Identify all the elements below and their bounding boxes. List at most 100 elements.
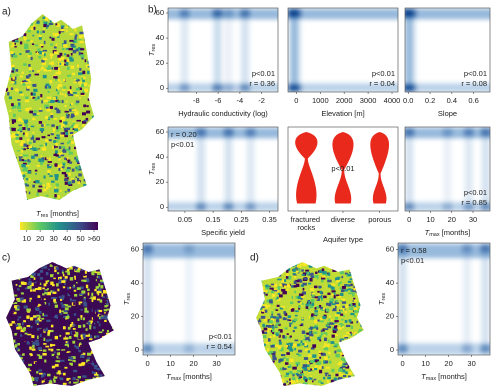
map-pixel [83,275,87,278]
map-pixel [97,294,101,298]
map-pixel [270,266,275,271]
map-pixel [28,305,32,308]
density-spot [405,203,415,211]
map-pixel [76,287,81,290]
map-pixel [264,341,269,345]
map-pixel [9,286,13,289]
map-pixel [41,136,46,139]
map-pixel [61,93,64,96]
map-pixel [26,325,31,327]
map-pixel [337,295,342,298]
map-pixel [51,180,55,183]
map-pixel [25,107,30,112]
map-pixel [58,16,61,20]
map-pixel [356,277,360,280]
map-pixel [90,93,93,97]
map-pixel [99,299,103,303]
map-pixel [57,373,62,376]
map-pixel [41,267,43,270]
map-pixel [22,118,25,122]
map-pixel [30,338,35,342]
map-pixel [15,342,18,346]
map-pixel [46,157,49,160]
map-pixel [93,87,95,90]
map-pixel [51,67,54,70]
map-pixel [72,299,76,302]
map-pixel [84,90,88,93]
map-pixel [44,315,49,319]
map-pixel [9,285,13,287]
map-pixel [102,301,107,304]
map-pixel [113,288,114,292]
map-pixel [35,199,38,200]
density-spot [463,203,474,211]
density [168,127,278,211]
map-pixel [55,72,60,75]
map-pixel [8,344,14,347]
map-pixel [77,137,81,140]
map-pixel [267,361,272,364]
map-pixel [42,30,45,33]
map-pixel [54,66,59,70]
map-pixel [47,185,51,188]
map-pixel [39,144,44,147]
map-pixel [280,348,284,352]
map-pixel [102,329,104,332]
map-pixel [365,295,368,297]
density-spot [196,128,206,137]
map-pixel [76,136,79,139]
map-pixel [25,96,29,99]
map-pixel [18,193,22,195]
map-pixel [66,148,71,152]
map-pixel [96,141,98,144]
map-pixel [71,113,75,116]
map-pixel [66,54,70,57]
map-pixel [109,336,113,338]
map-pixel [63,178,69,182]
map-pixel [36,147,39,150]
map-pixel [75,262,78,265]
map-pixel [261,311,265,314]
map-pixel [106,300,109,304]
map-pixel [353,331,357,335]
map-pixel [307,362,310,365]
map-pixel [89,326,92,330]
map-pixel [352,277,355,280]
density-spot [179,9,190,18]
map-pixel [26,78,31,81]
map-pixel [18,354,21,358]
map-pixel [309,304,312,306]
map-pixel [107,339,110,341]
map-pixel [39,282,42,286]
map-pixel [50,115,54,118]
map-pixel [72,91,77,94]
map-pixel [38,56,42,59]
map-pixel [60,154,65,157]
map-pixel [71,179,75,184]
map-pixel [60,62,65,66]
map-pixel [275,380,279,382]
map-pixel [341,318,344,321]
map-pixel [57,67,60,71]
map-pixel [64,181,69,185]
map-pixel [77,190,80,194]
map-pixel [357,347,362,350]
map-pixel [39,51,42,54]
map-pixel [73,124,78,128]
map-pixel [366,287,368,290]
map-pixel [31,155,35,159]
map-pixel [96,148,98,151]
map-pixel [24,199,28,200]
map-pixel [82,70,86,75]
map-pixel [88,132,93,135]
map-pixel [38,120,43,124]
map-pixel [111,329,114,332]
map-pixel [57,62,60,66]
map-pixel [260,352,265,356]
map-pixel [36,164,40,167]
map-pixel [76,124,79,126]
map-pixel [54,354,58,357]
plot-frame [404,126,491,212]
map-pixel [97,349,100,353]
map-pixel [294,339,299,342]
